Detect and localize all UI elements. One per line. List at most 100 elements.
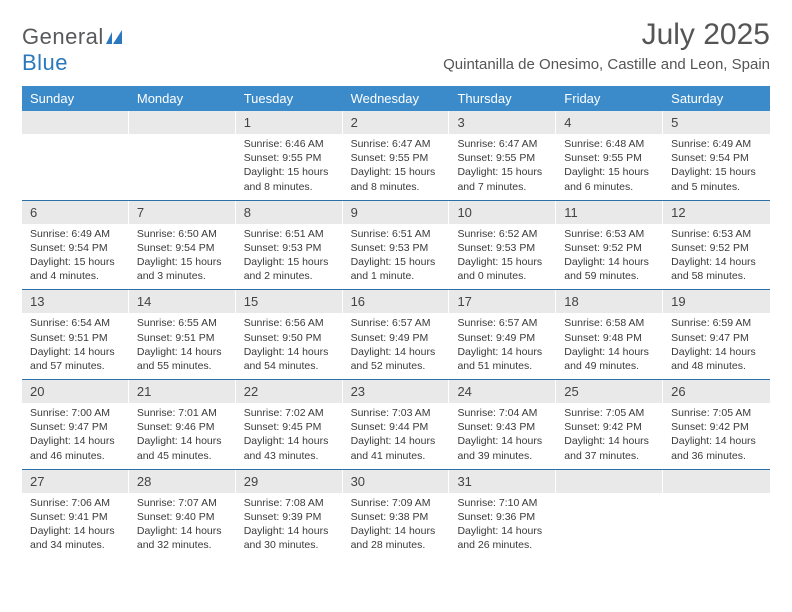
- day-details: [663, 493, 770, 502]
- location-text: Quintanilla de Onesimo, Castille and Leo…: [443, 56, 770, 73]
- day-number: 4: [564, 115, 571, 130]
- daynum-row: [556, 470, 663, 493]
- day-number: 6: [30, 205, 37, 220]
- col-sunday: Sunday: [22, 86, 129, 111]
- sunrise-line: Sunrise: 6:56 AM: [244, 316, 335, 330]
- sunset-line: Sunset: 9:54 PM: [30, 241, 121, 255]
- daylight-line: Daylight: 14 hours and 45 minutes.: [137, 434, 228, 462]
- sunset-line: Sunset: 9:49 PM: [457, 331, 548, 345]
- day-number: 14: [137, 294, 151, 309]
- day-details: Sunrise: 6:56 AMSunset: 9:50 PMDaylight:…: [236, 313, 343, 379]
- daynum-row: 9: [343, 201, 450, 224]
- sunrise-line: Sunrise: 6:53 AM: [564, 227, 655, 241]
- sunrise-line: Sunrise: 7:05 AM: [671, 406, 762, 420]
- month-title: July 2025: [443, 18, 770, 52]
- day-details: Sunrise: 7:08 AMSunset: 9:39 PMDaylight:…: [236, 493, 343, 559]
- day-details: Sunrise: 7:04 AMSunset: 9:43 PMDaylight:…: [449, 403, 556, 469]
- day-cell: 3Sunrise: 6:47 AMSunset: 9:55 PMDaylight…: [449, 111, 556, 200]
- sunset-line: Sunset: 9:47 PM: [671, 331, 762, 345]
- daynum-row: 28: [129, 470, 236, 493]
- sunrise-line: Sunrise: 6:47 AM: [457, 137, 548, 151]
- day-cell: [129, 111, 236, 200]
- daynum-row: 10: [449, 201, 556, 224]
- sunrise-line: Sunrise: 6:57 AM: [457, 316, 548, 330]
- sunrise-line: Sunrise: 6:49 AM: [671, 137, 762, 151]
- col-wednesday: Wednesday: [343, 86, 450, 111]
- sunset-line: Sunset: 9:55 PM: [351, 151, 442, 165]
- day-number: 12: [671, 205, 685, 220]
- day-cell: 19Sunrise: 6:59 AMSunset: 9:47 PMDayligh…: [663, 290, 770, 379]
- day-number: [671, 474, 675, 489]
- daylight-line: Daylight: 15 hours and 3 minutes.: [137, 255, 228, 283]
- sunset-line: Sunset: 9:43 PM: [457, 420, 548, 434]
- brand-text: General Blue: [22, 24, 124, 76]
- day-details: Sunrise: 6:53 AMSunset: 9:52 PMDaylight:…: [663, 224, 770, 290]
- daylight-line: Daylight: 15 hours and 8 minutes.: [351, 165, 442, 193]
- day-number: 22: [244, 384, 258, 399]
- sunrise-line: Sunrise: 6:55 AM: [137, 316, 228, 330]
- day-details: Sunrise: 7:00 AMSunset: 9:47 PMDaylight:…: [22, 403, 129, 469]
- sunrise-line: Sunrise: 7:10 AM: [457, 496, 548, 510]
- sunset-line: Sunset: 9:49 PM: [351, 331, 442, 345]
- day-number: 2: [351, 115, 358, 130]
- daynum-row: 31: [449, 470, 556, 493]
- daynum-row: 18: [556, 290, 663, 313]
- day-details: Sunrise: 7:05 AMSunset: 9:42 PMDaylight:…: [556, 403, 663, 469]
- day-number: 9: [351, 205, 358, 220]
- daynum-row: 24: [449, 380, 556, 403]
- sunrise-line: Sunrise: 6:48 AM: [564, 137, 655, 151]
- daylight-line: Daylight: 14 hours and 57 minutes.: [30, 345, 121, 373]
- sunrise-line: Sunrise: 7:06 AM: [30, 496, 121, 510]
- day-details: [129, 134, 236, 143]
- sunset-line: Sunset: 9:42 PM: [671, 420, 762, 434]
- daylight-line: Daylight: 14 hours and 55 minutes.: [137, 345, 228, 373]
- daylight-line: Daylight: 15 hours and 1 minute.: [351, 255, 442, 283]
- col-tuesday: Tuesday: [236, 86, 343, 111]
- day-cell: 28Sunrise: 7:07 AMSunset: 9:40 PMDayligh…: [129, 470, 236, 559]
- calendar: Sunday Monday Tuesday Wednesday Thursday…: [22, 86, 770, 558]
- daynum-row: 1: [236, 111, 343, 134]
- sunset-line: Sunset: 9:55 PM: [564, 151, 655, 165]
- sunset-line: Sunset: 9:53 PM: [457, 241, 548, 255]
- daylight-line: Daylight: 14 hours and 59 minutes.: [564, 255, 655, 283]
- sunrise-line: Sunrise: 7:05 AM: [564, 406, 655, 420]
- sunrise-line: Sunrise: 6:51 AM: [244, 227, 335, 241]
- day-details: Sunrise: 6:52 AMSunset: 9:53 PMDaylight:…: [449, 224, 556, 290]
- sunset-line: Sunset: 9:55 PM: [244, 151, 335, 165]
- daylight-line: Daylight: 14 hours and 32 minutes.: [137, 524, 228, 552]
- daylight-line: Daylight: 15 hours and 4 minutes.: [30, 255, 121, 283]
- day-details: Sunrise: 6:57 AMSunset: 9:49 PMDaylight:…: [343, 313, 450, 379]
- week-row: 6Sunrise: 6:49 AMSunset: 9:54 PMDaylight…: [22, 201, 770, 291]
- daylight-line: Daylight: 14 hours and 28 minutes.: [351, 524, 442, 552]
- week-row: 13Sunrise: 6:54 AMSunset: 9:51 PMDayligh…: [22, 290, 770, 380]
- daylight-line: Daylight: 14 hours and 34 minutes.: [30, 524, 121, 552]
- day-details: Sunrise: 7:10 AMSunset: 9:36 PMDaylight:…: [449, 493, 556, 559]
- day-cell: 2 Sunrise: 6:47 AMSunset: 9:55 PMDaylight…: [343, 111, 450, 200]
- day-cell: 22Sunrise: 7:02 AMSunset: 9:45 PMDayligh…: [236, 380, 343, 469]
- sunrise-line: Sunrise: 7:03 AM: [351, 406, 442, 420]
- sunrise-line: Sunrise: 7:00 AM: [30, 406, 121, 420]
- day-cell: 13Sunrise: 6:54 AMSunset: 9:51 PMDayligh…: [22, 290, 129, 379]
- sunrise-line: Sunrise: 7:04 AM: [457, 406, 548, 420]
- day-cell: 16Sunrise: 6:57 AMSunset: 9:49 PMDayligh…: [343, 290, 450, 379]
- brand-part2: Blue: [22, 50, 68, 75]
- sunset-line: Sunset: 9:45 PM: [244, 420, 335, 434]
- daynum-row: 12: [663, 201, 770, 224]
- sunset-line: Sunset: 9:36 PM: [457, 510, 548, 524]
- day-details: Sunrise: 6:47 AMSunset: 9:55 PMDaylight:…: [343, 134, 450, 200]
- daylight-line: Daylight: 14 hours and 43 minutes.: [244, 434, 335, 462]
- sunrise-line: Sunrise: 6:47 AM: [351, 137, 442, 151]
- day-number: 25: [564, 384, 578, 399]
- sunset-line: Sunset: 9:42 PM: [564, 420, 655, 434]
- sunrise-line: Sunrise: 7:09 AM: [351, 496, 442, 510]
- daynum-row: 8: [236, 201, 343, 224]
- sunrise-line: Sunrise: 7:08 AM: [244, 496, 335, 510]
- day-cell: 24Sunrise: 7:04 AMSunset: 9:43 PMDayligh…: [449, 380, 556, 469]
- daynum-row: 3: [449, 111, 556, 134]
- day-cell: 18Sunrise: 6:58 AMSunset: 9:48 PMDayligh…: [556, 290, 663, 379]
- day-details: Sunrise: 6:50 AMSunset: 9:54 PMDaylight:…: [129, 224, 236, 290]
- sunrise-line: Sunrise: 6:57 AM: [351, 316, 442, 330]
- sunrise-line: Sunrise: 6:49 AM: [30, 227, 121, 241]
- day-details: Sunrise: 7:06 AMSunset: 9:41 PMDaylight:…: [22, 493, 129, 559]
- daynum-row: 15: [236, 290, 343, 313]
